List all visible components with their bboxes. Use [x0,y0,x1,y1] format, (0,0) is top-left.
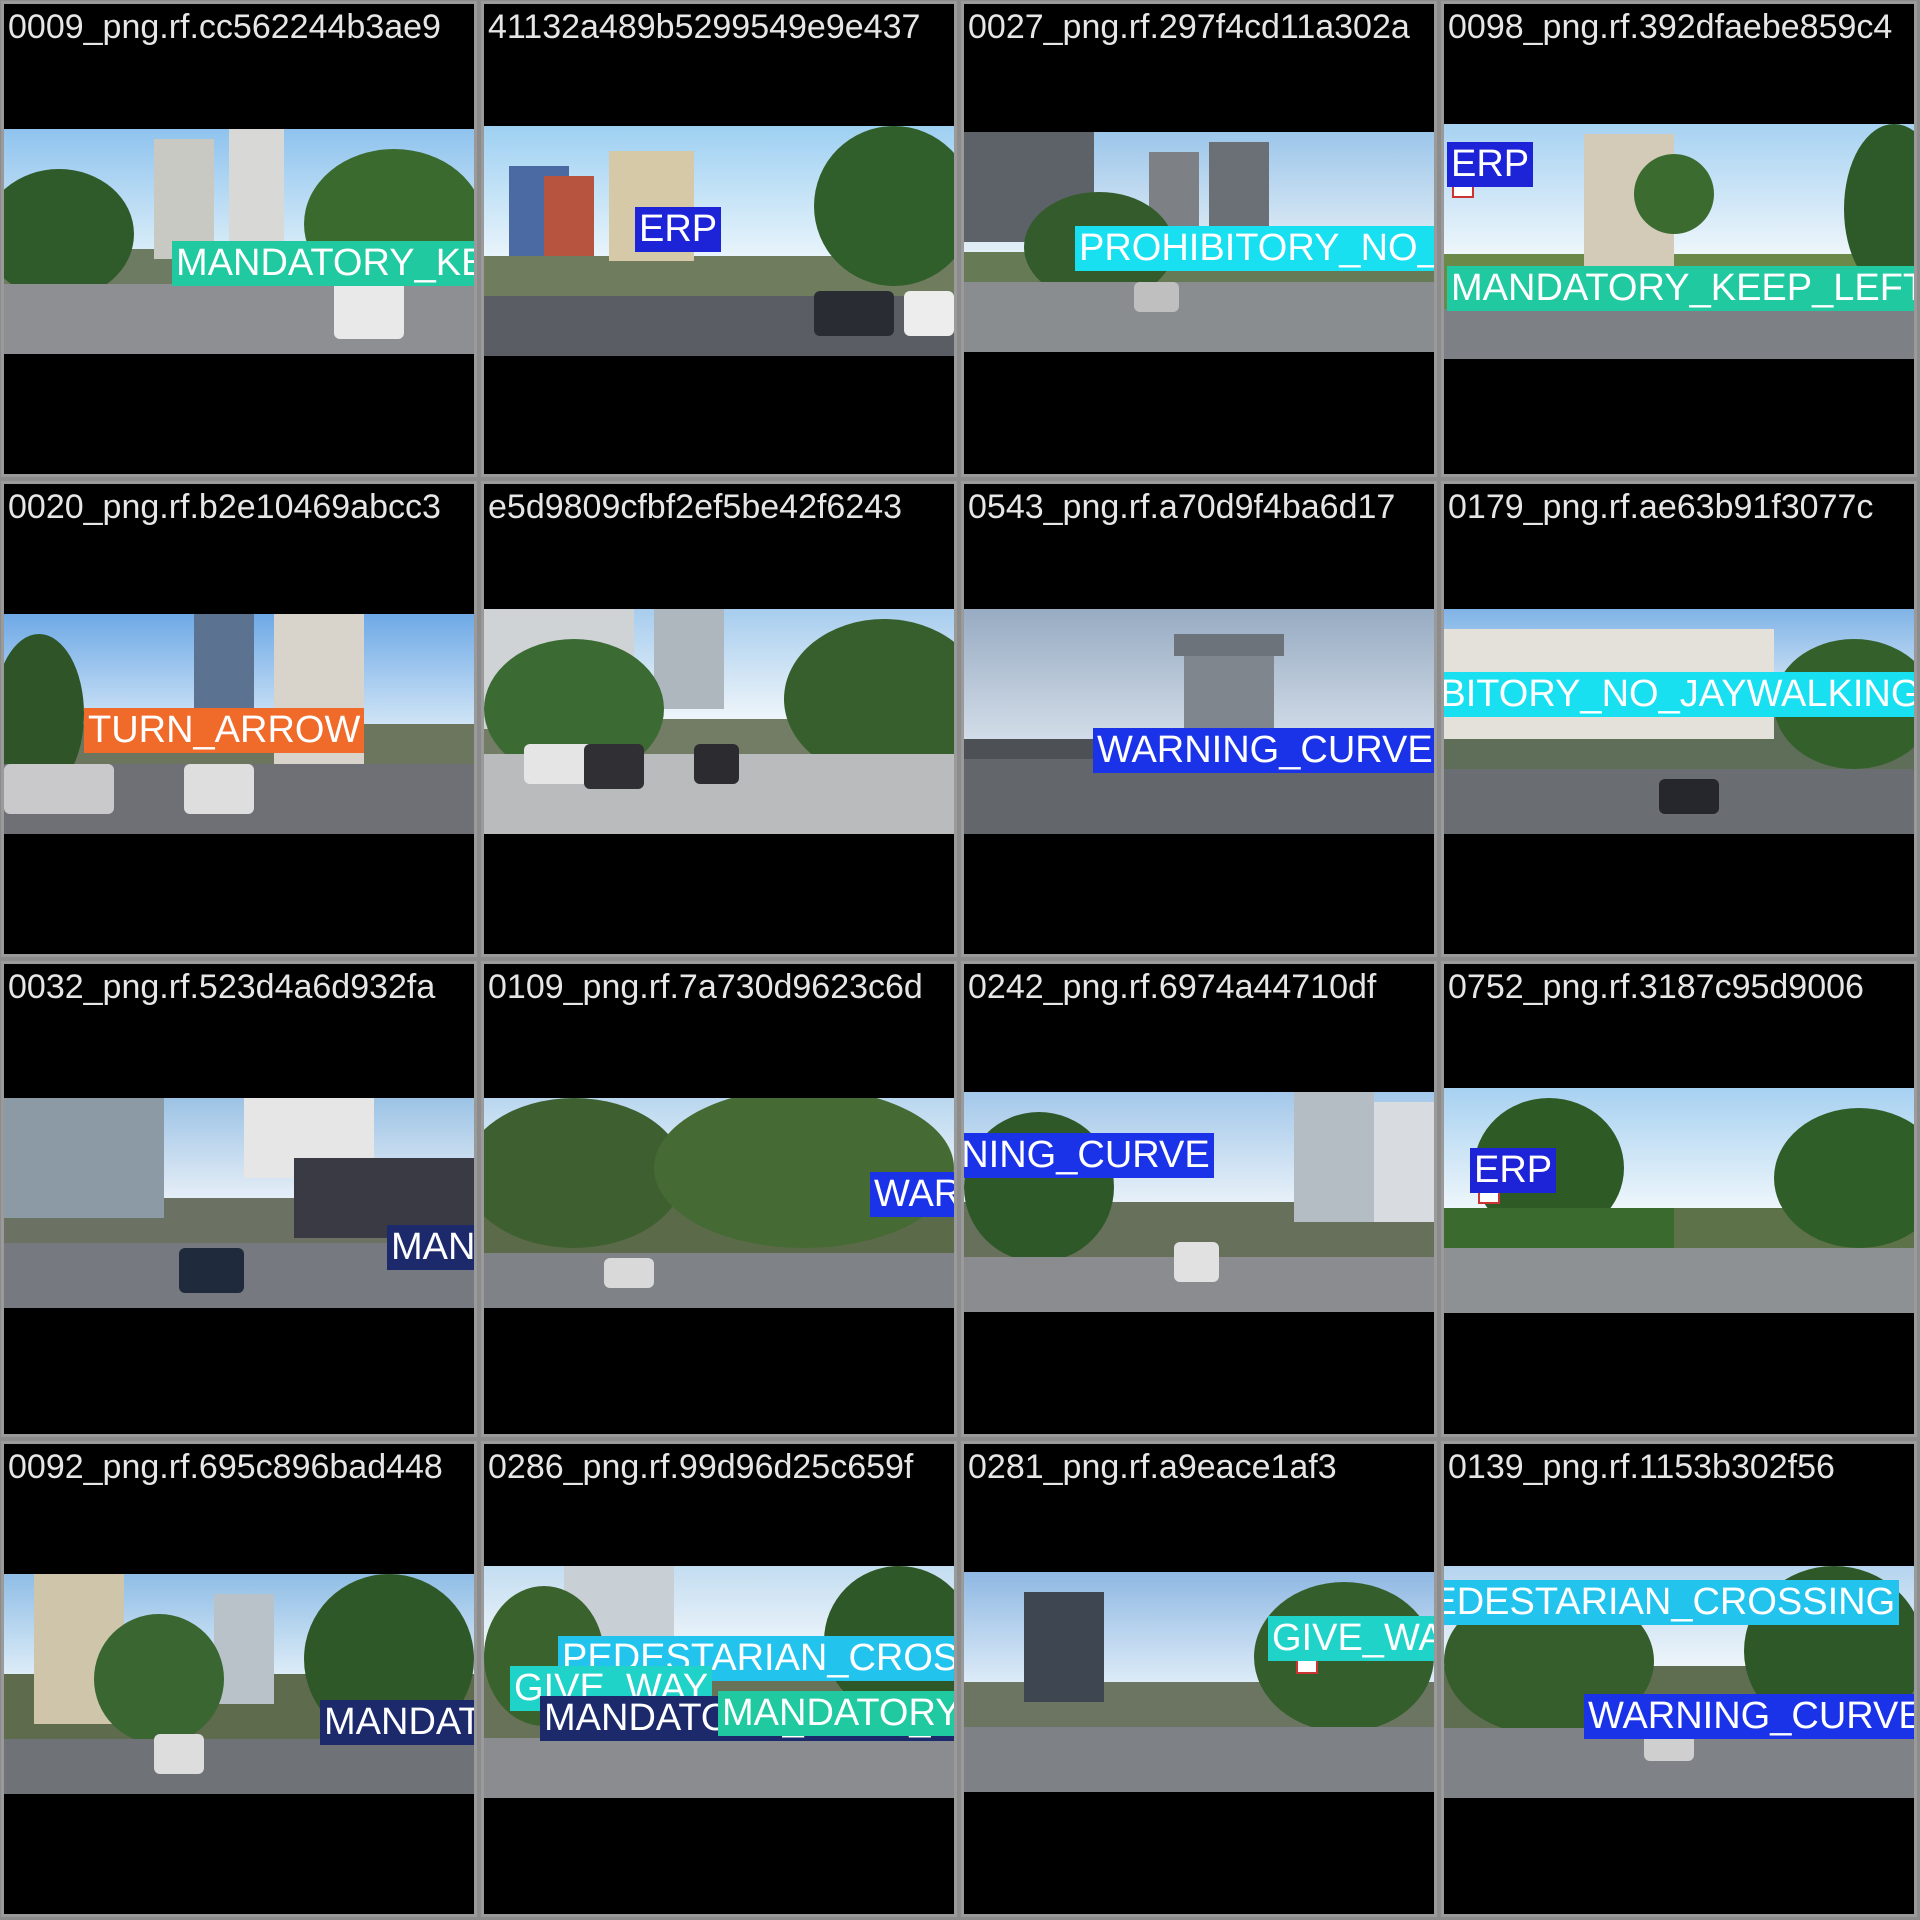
tile: 0020_png.rf.b2e10469abcc3 TURN_ARROW [1,481,477,957]
detection-label: PROHIBITORY_NO_JAYWALKING [1075,226,1434,271]
tile-filename: e5d9809cfbf2ef5be42f6243 [488,488,903,526]
tile: 0032_png.rf.523d4a6d932fa MANDATORY_SPLI… [1,961,477,1437]
street-photo [4,129,474,354]
street-photo [1444,609,1914,834]
tile-filename: 0242_png.rf.6974a44710df [968,968,1377,1006]
tile-filename: 0109_png.rf.7a730d9623c6d [488,968,923,1006]
detection-label: ERP [635,207,722,252]
tile-filename: 0752_png.rf.3187c95d9006 [1448,968,1864,1006]
street-photo [1444,1088,1914,1313]
detection-label: PEDESTARIAN_CROSSING [1444,1580,1900,1625]
tile-filename: 0027_png.rf.297f4cd11a302a [968,8,1410,46]
tile-filename: 0098_png.rf.392dfaebe859c4 [1448,8,1893,46]
street-photo [964,609,1434,834]
tile: 0286_png.rf.99d96d25c659f PEDESTARIAN_CR… [481,1441,957,1917]
tile: e5d9809cfbf2ef5be42f6243 [481,481,957,957]
tile-filename: 0009_png.rf.cc562244b3ae9 [8,8,441,46]
tile: 0242_png.rf.6974a44710df WARNING_CURVE [961,961,1437,1437]
tile-filename: 0092_png.rf.695c896bad448 [8,1448,443,1486]
tile-filename: 0020_png.rf.b2e10469abcc3 [8,488,441,526]
detection-label: MANDATORY_KEEP_LEFT [172,241,474,286]
tile: 0752_png.rf.3187c95d9006 ERP [1441,961,1917,1437]
detection-label: MANDATORY_SPLIT_WAY [320,1700,474,1745]
tile-filename: 0281_png.rf.a9eace1af3 [968,1448,1337,1486]
street-photo [964,1092,1434,1312]
detection-label: TURN_ARROW [84,708,365,753]
tile: 0098_png.rf.392dfaebe859c4 ERP MANDATORY… [1441,1,1917,477]
detection-label: WARNING_CURVE [870,1172,954,1217]
tile-filename: 41132a489b5299549e9e437 [488,8,921,46]
tile-filename: 0179_png.rf.ae63b91f3077c [1448,488,1874,526]
tile-filename: 0032_png.rf.523d4a6d932fa [8,968,436,1006]
detection-label: PROHIBITORY_NO_JAYWALKING [1444,672,1914,717]
tile: 0281_png.rf.a9eace1af3 GIVE_WAY [961,1441,1437,1917]
street-photo [964,1572,1434,1792]
detection-label: WARNING_CURVE [1584,1694,1914,1739]
street-photo [4,1574,474,1794]
detection-label: ERP [1447,142,1534,187]
detection-label: MANDATORY_KEEP_LEFT [718,1691,954,1736]
detection-label: WARNING_CURVE [1093,728,1434,773]
detection-label: MANDATORY_KEEP_LEFT [1447,266,1914,311]
detection-label: GIVE_WAY [1268,1616,1434,1661]
tile: 0109_png.rf.7a730d9623c6d WARNING_CURVE [481,961,957,1437]
tile-filename: 0286_png.rf.99d96d25c659f [488,1448,914,1486]
street-photo [4,1098,474,1308]
tile: 0092_png.rf.695c896bad448 MANDATORY_SPLI… [1,1441,477,1917]
tile: 0179_png.rf.ae63b91f3077c PROHIBITORY_NO… [1441,481,1917,957]
tile-filename: 0139_png.rf.1153b302f56 [1448,1448,1835,1486]
tile: 0027_png.rf.297f4cd11a302a PROHIBITORY_N… [961,1,1437,477]
tile: 0543_png.rf.a70d9f4ba6d17 WARNING_CURVE [961,481,1437,957]
detection-label: MANDATORY_SPLIT_WAY [387,1225,474,1270]
street-photo [484,609,954,834]
detection-label: WARNING_CURVE [964,1133,1214,1178]
tile: 0009_png.rf.cc562244b3ae9 MANDATORY_KEEP… [1,1,477,477]
detection-label: ERP [1470,1148,1557,1193]
tile-filename: 0543_png.rf.a70d9f4ba6d17 [968,488,1396,526]
tile: 41132a489b5299549e9e437 ERP [481,1,957,477]
tile: 0139_png.rf.1153b302f56 PEDESTARIAN_CROS… [1441,1441,1917,1917]
